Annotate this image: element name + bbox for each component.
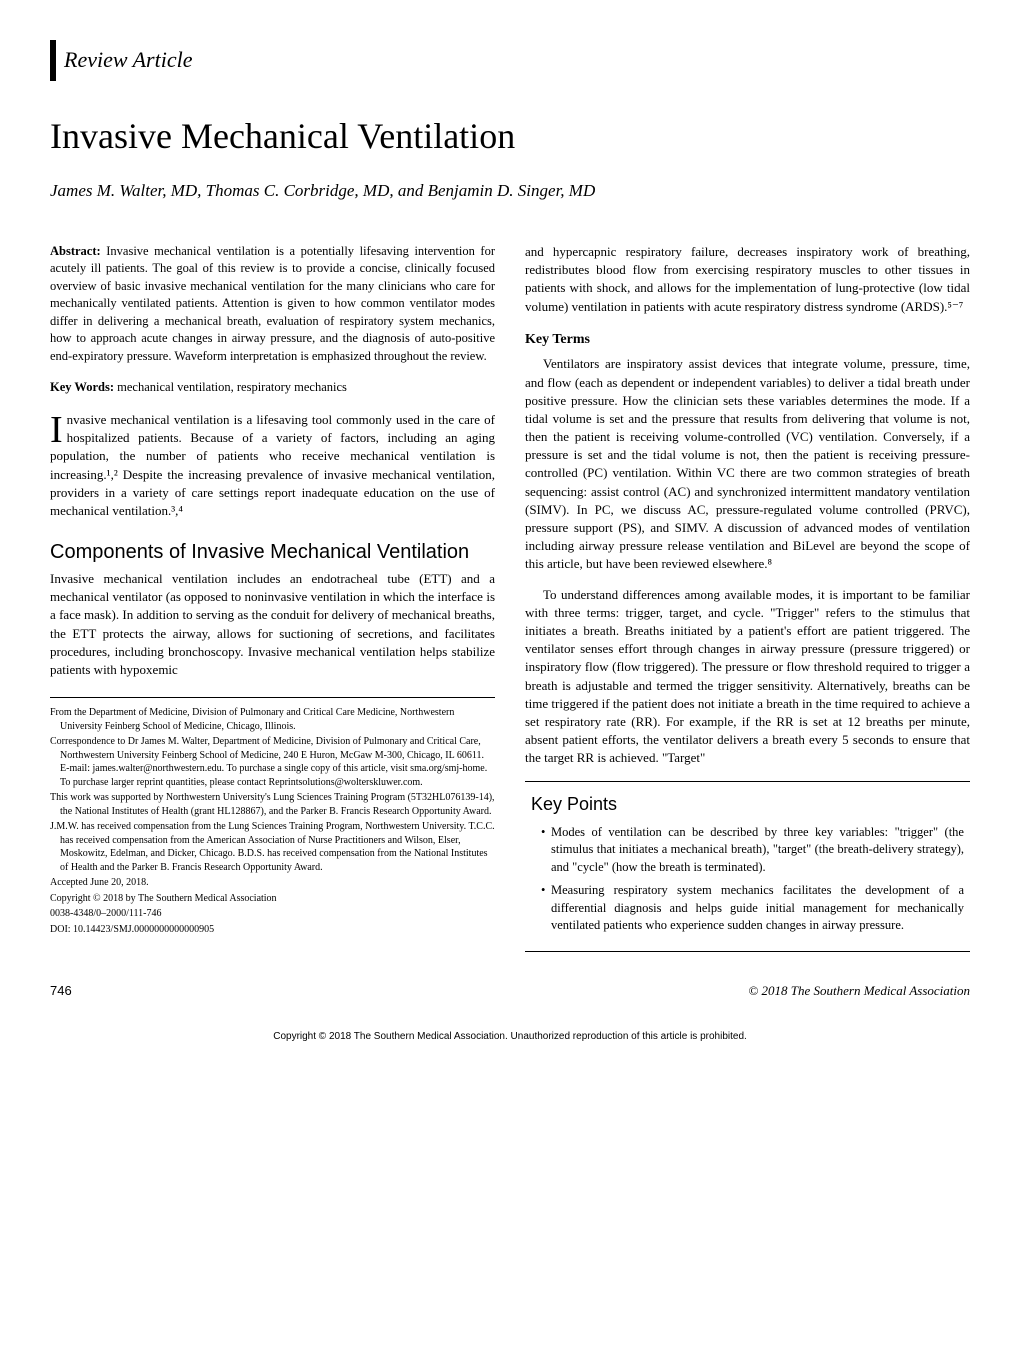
keywords-text: mechanical ventilation, respiratory mech… bbox=[114, 380, 347, 394]
components-paragraph: Invasive mechanical ventilation includes… bbox=[50, 570, 495, 679]
right-column: and hypercapnic respiratory failure, dec… bbox=[525, 243, 970, 952]
keypoints-list: Modes of ventilation can be described by… bbox=[531, 824, 964, 935]
abstract-body: Invasive mechanical ventilation is a pot… bbox=[50, 244, 495, 363]
section-heading-components: Components of Invasive Mechanical Ventil… bbox=[50, 538, 495, 566]
keywords-line: Key Words: mechanical ventilation, respi… bbox=[50, 379, 495, 397]
footnote-correspondence: Correspondence to Dr James M. Walter, De… bbox=[50, 735, 495, 789]
keypoints-title: Key Points bbox=[531, 792, 964, 817]
article-title: Invasive Mechanical Ventilation bbox=[50, 111, 970, 161]
abstract-label: Abstract: bbox=[50, 244, 101, 258]
footer-row: 746 © 2018 The Southern Medical Associat… bbox=[50, 982, 970, 1000]
two-column-layout: Abstract: Invasive mechanical ventilatio… bbox=[50, 243, 970, 952]
footnote-funding: This work was supported by Northwestern … bbox=[50, 791, 495, 818]
right-para-3: To understand differences among availabl… bbox=[525, 586, 970, 768]
article-type-bar: Review Article bbox=[50, 40, 970, 81]
footnote-issn: 0038-4348/0–2000/111-746 bbox=[50, 907, 495, 921]
footnote-from: From the Department of Medicine, Divisio… bbox=[50, 706, 495, 733]
footnote-block: From the Department of Medicine, Divisio… bbox=[50, 706, 495, 936]
right-para-1: and hypercapnic respiratory failure, dec… bbox=[525, 243, 970, 316]
footnote-rule bbox=[50, 697, 495, 698]
footnote-accepted: Accepted June 20, 2018. bbox=[50, 876, 495, 890]
footer-copyright: © 2018 The Southern Medical Association bbox=[748, 982, 970, 1000]
abstract-paragraph: Abstract: Invasive mechanical ventilatio… bbox=[50, 243, 495, 366]
left-column: Abstract: Invasive mechanical ventilatio… bbox=[50, 243, 495, 952]
footnote-copyright: Copyright © 2018 by The Southern Medical… bbox=[50, 892, 495, 906]
article-type-marker bbox=[50, 40, 56, 81]
keywords-label: Key Words: bbox=[50, 380, 114, 394]
footnote-disclosure: J.M.W. has received compensation from th… bbox=[50, 820, 495, 874]
page-number: 746 bbox=[50, 982, 72, 1000]
keypoints-box: Key Points Modes of ventilation can be d… bbox=[525, 781, 970, 951]
footnote-doi: DOI: 10.14423/SMJ.0000000000000905 bbox=[50, 923, 495, 937]
keypoint-item: Modes of ventilation can be described by… bbox=[541, 824, 964, 877]
bottom-copyright: Copyright © 2018 The Southern Medical As… bbox=[50, 1030, 970, 1044]
intro-paragraph: Invasive mechanical ventilation is a lif… bbox=[50, 411, 495, 520]
right-para-2: Ventilators are inspiratory assist devic… bbox=[525, 355, 970, 573]
drop-cap: I bbox=[50, 411, 67, 445]
keypoint-item: Measuring respiratory system mechanics f… bbox=[541, 882, 964, 935]
keyterms-heading: Key Terms bbox=[525, 330, 970, 350]
intro-text: nvasive mechanical ventilation is a life… bbox=[50, 412, 495, 518]
authors-line: James M. Walter, MD, Thomas C. Corbridge… bbox=[50, 179, 970, 203]
article-type-label: Review Article bbox=[64, 40, 193, 81]
